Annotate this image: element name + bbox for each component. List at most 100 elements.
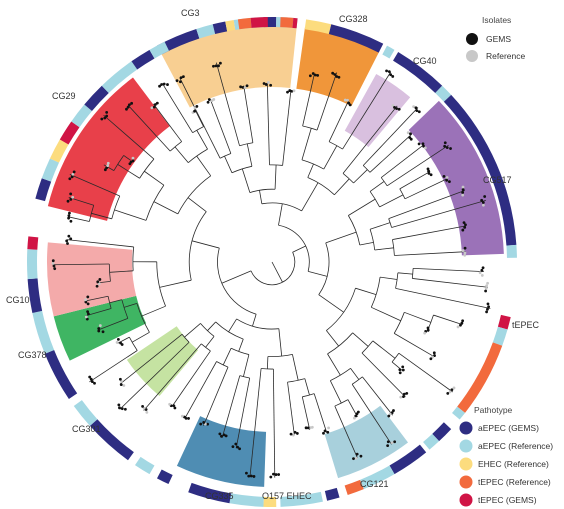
tip-dot-14-2 bbox=[445, 146, 449, 150]
tip-dot-64-1 bbox=[193, 109, 196, 113]
ring-segment-38 bbox=[27, 278, 43, 313]
tip-dot-53-2 bbox=[51, 261, 55, 265]
tip-dot-20-2 bbox=[463, 251, 467, 255]
tip-dot-8-3 bbox=[348, 103, 352, 107]
tip-dot-24-3 bbox=[456, 325, 460, 329]
tip-dot-61-3 bbox=[130, 101, 134, 105]
pathotype-legend-title: Pathotype bbox=[474, 405, 513, 415]
tip-dot-62-1 bbox=[152, 105, 156, 109]
tip-dot-27-3 bbox=[446, 392, 450, 395]
tree-branch-69 bbox=[380, 276, 398, 280]
tip-dot-64-3 bbox=[195, 105, 199, 108]
tip-dot-36-2 bbox=[291, 433, 295, 437]
tip-dot-4-2 bbox=[267, 81, 270, 84]
tree-branch-156 bbox=[85, 308, 112, 317]
tip-dot-0-0 bbox=[175, 79, 179, 83]
tree-branch-22 bbox=[301, 182, 319, 212]
tree-branch-89 bbox=[398, 352, 453, 393]
tip-dot-34-0 bbox=[327, 426, 330, 430]
tree-branch-5 bbox=[261, 202, 302, 212]
tree-branch-71 bbox=[397, 272, 413, 275]
ring-segment-22 bbox=[432, 422, 452, 442]
ring-segment-30 bbox=[229, 493, 264, 507]
ehec-reference-swatch bbox=[459, 457, 473, 471]
tree-branch-134 bbox=[201, 343, 211, 352]
tree-branch-54 bbox=[404, 178, 449, 200]
tip-dot-38-3 bbox=[245, 471, 248, 475]
tip-dot-27-0 bbox=[452, 386, 456, 390]
tip-dot-17-2 bbox=[461, 191, 465, 194]
tip-dot-6-2 bbox=[313, 73, 317, 77]
ring-segment-43 bbox=[49, 139, 69, 163]
pathotype-legend: Pathotype aEPEC (GEMS) aEPEC (Reference)… bbox=[459, 405, 553, 507]
clade-wedge-cg3 bbox=[160, 24, 297, 108]
tip-dot-56-1 bbox=[69, 197, 73, 201]
tree-branch-176 bbox=[144, 170, 165, 186]
clade-label-cg301: CG301 bbox=[72, 424, 101, 434]
tip-dot-14-0 bbox=[443, 141, 447, 145]
tip-dot-19-2 bbox=[463, 225, 467, 229]
tree-branch-149 bbox=[89, 350, 138, 383]
tip-dot-0-3 bbox=[182, 75, 185, 78]
ring-segment-21 bbox=[452, 406, 466, 420]
tree-branch-136 bbox=[143, 343, 202, 411]
tree-branch-142 bbox=[188, 211, 207, 281]
ring-segment-48 bbox=[131, 49, 155, 70]
ring-segment-27 bbox=[324, 487, 340, 501]
tree-branch-129 bbox=[203, 366, 229, 426]
phylogenetic-tree bbox=[52, 62, 491, 478]
tree-branch-106 bbox=[278, 328, 283, 357]
tree-branch-56 bbox=[369, 229, 376, 251]
tip-dot-11-2 bbox=[415, 109, 419, 113]
tree-branch-131 bbox=[207, 321, 216, 331]
reference-isolate-label: Reference bbox=[486, 51, 525, 61]
tip-dot-12-0 bbox=[406, 131, 410, 135]
tip-dot-56-0 bbox=[66, 199, 70, 203]
tree-branch-168 bbox=[145, 184, 165, 221]
tree-branch-17 bbox=[243, 85, 254, 143]
tip-dot-24-2 bbox=[459, 323, 462, 327]
tree-branch-18 bbox=[274, 164, 277, 190]
tip-dot-4-1 bbox=[264, 83, 268, 86]
tip-dot-50-3 bbox=[86, 310, 90, 314]
clade-label-cg29: CG29 bbox=[52, 91, 76, 101]
tip-dot-15-1 bbox=[427, 169, 430, 173]
tip-dot-16-2 bbox=[445, 178, 449, 182]
tree-branch-148 bbox=[129, 336, 138, 351]
tip-dot-27-2 bbox=[448, 390, 452, 394]
tip-dot-54-3 bbox=[67, 234, 71, 238]
tree-branch-64 bbox=[394, 251, 466, 256]
tip-dot-44-1 bbox=[144, 408, 148, 411]
tip-dot-12-1 bbox=[409, 132, 412, 136]
tip-dot-28-3 bbox=[398, 371, 402, 375]
ring-segment-32 bbox=[156, 469, 173, 485]
tip-dot-60-3 bbox=[105, 111, 109, 114]
tip-dot-40-3 bbox=[218, 432, 222, 436]
tree-branch-157 bbox=[85, 295, 109, 302]
tree-branch-23 bbox=[307, 177, 335, 196]
tip-dot-10-3 bbox=[397, 107, 401, 111]
tree-branch-41 bbox=[308, 271, 328, 277]
tip-dot-2-1 bbox=[214, 64, 218, 68]
tip-dot-50-1 bbox=[84, 315, 88, 319]
tip-dot-53-1 bbox=[52, 264, 56, 268]
tip-dot-34-2 bbox=[323, 429, 327, 433]
ring-segment-34 bbox=[89, 419, 134, 461]
tree-branch-167 bbox=[153, 201, 179, 215]
tree-branch-4 bbox=[278, 203, 283, 226]
clade-label-tepec: tEPEC bbox=[512, 320, 540, 330]
tip-dot-23-2 bbox=[486, 307, 489, 311]
tip-dot-19-3 bbox=[461, 228, 465, 232]
ring-segment-13 bbox=[382, 45, 395, 59]
tip-dot-20-0 bbox=[463, 246, 467, 250]
tip-dot-3-2 bbox=[243, 86, 247, 90]
tip-dot-48-3 bbox=[116, 337, 120, 341]
tip-dot-41-3 bbox=[199, 422, 203, 426]
tip-dot-33-0 bbox=[359, 454, 363, 458]
tree-branch-46 bbox=[369, 191, 380, 208]
tip-dot-51-1 bbox=[84, 300, 88, 304]
tip-dot-34-1 bbox=[326, 430, 330, 434]
tip-dot-37-1 bbox=[274, 473, 278, 476]
tip-dot-57-0 bbox=[68, 177, 72, 181]
tip-dot-3-0 bbox=[239, 85, 243, 89]
